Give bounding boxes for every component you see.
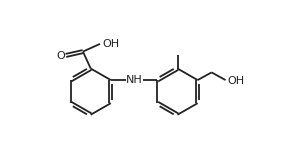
- Text: NH: NH: [126, 75, 143, 85]
- Text: O: O: [56, 51, 65, 61]
- Text: OH: OH: [228, 76, 245, 86]
- Text: OH: OH: [102, 39, 119, 49]
